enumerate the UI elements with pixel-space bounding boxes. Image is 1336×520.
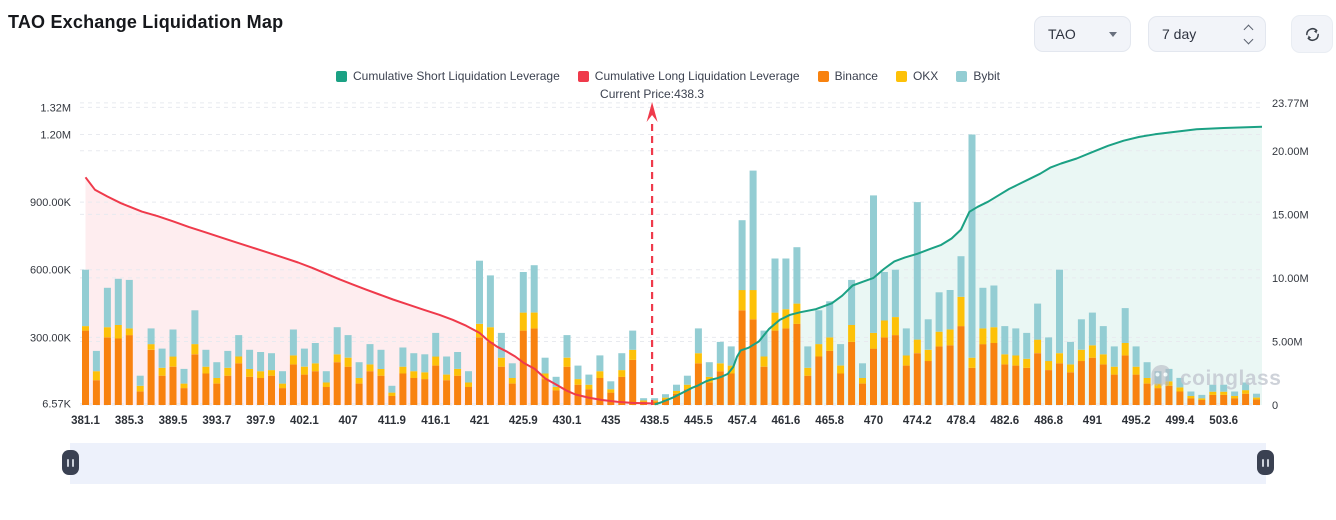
svg-text:393.7: 393.7	[202, 415, 231, 427]
svg-text:381.1: 381.1	[71, 415, 100, 427]
svg-text:478.4: 478.4	[947, 415, 976, 427]
legend-item-bybit[interactable]: Bybit	[956, 69, 1000, 83]
symbol-select-value: TAO	[1048, 26, 1076, 42]
legend-swatch-binance-icon	[817, 70, 829, 82]
symbol-select[interactable]: TAO	[1034, 16, 1131, 52]
svg-text:6.57K: 6.57K	[42, 399, 71, 411]
legend-swatch-bybit-icon	[956, 70, 968, 82]
legend-item-okx[interactable]: OKX	[895, 69, 939, 83]
spinner-chevrons-icon	[1243, 24, 1254, 44]
legend-swatch-okx-icon	[895, 70, 907, 82]
svg-text:411.9: 411.9	[378, 415, 406, 427]
svg-text:385.3: 385.3	[115, 415, 144, 427]
legend-swatch-short-icon	[335, 70, 347, 82]
svg-text:465.8: 465.8	[815, 415, 844, 427]
svg-text:445.5: 445.5	[684, 415, 713, 427]
svg-text:10.00M: 10.00M	[1272, 273, 1309, 285]
svg-text:499.4: 499.4	[1166, 415, 1195, 427]
legend-item-cumulative-short[interactable]: Cumulative Short Liquidation Leverage	[335, 69, 560, 83]
svg-text:5.00M: 5.00M	[1272, 337, 1303, 349]
svg-text:425.9: 425.9	[509, 415, 538, 427]
svg-text:491: 491	[1083, 415, 1103, 427]
svg-text:421: 421	[470, 415, 490, 427]
svg-text:300.00K: 300.00K	[30, 332, 72, 344]
legend-swatch-long-icon	[577, 70, 589, 82]
svg-text:407: 407	[339, 415, 358, 427]
slider-handle-left[interactable]	[62, 450, 79, 475]
legend-item-binance[interactable]: Binance	[817, 69, 878, 83]
legend-label: Cumulative Short Liquidation Leverage	[352, 69, 560, 83]
svg-text:474.2: 474.2	[903, 415, 932, 427]
svg-text:486.8: 486.8	[1034, 415, 1063, 427]
svg-text:461.6: 461.6	[772, 415, 801, 427]
range-slider-track[interactable]	[70, 443, 1266, 484]
svg-text:435: 435	[601, 415, 621, 427]
legend-label: Bybit	[973, 69, 1000, 83]
period-select-value: 7 day	[1162, 26, 1197, 42]
svg-text:1.32M: 1.32M	[40, 102, 71, 114]
slider-handle-right[interactable]	[1257, 450, 1274, 475]
refresh-icon	[1305, 27, 1319, 41]
legend-item-cumulative-long[interactable]: Cumulative Long Liquidation Leverage	[577, 69, 800, 83]
svg-text:20.00M: 20.00M	[1272, 146, 1309, 158]
svg-text:389.5: 389.5	[159, 415, 188, 427]
svg-text:430.1: 430.1	[553, 415, 582, 427]
svg-text:402.1: 402.1	[290, 415, 319, 427]
svg-text:438.5: 438.5	[640, 415, 669, 427]
legend-label: Cumulative Long Liquidation Leverage	[594, 69, 800, 83]
svg-text:503.6: 503.6	[1209, 415, 1238, 427]
svg-text:482.6: 482.6	[990, 415, 1019, 427]
svg-text:470: 470	[864, 415, 883, 427]
legend-label: Binance	[834, 69, 878, 83]
chevron-down-icon	[1109, 31, 1117, 37]
page-title: TAO Exchange Liquidation Map	[8, 12, 284, 32]
svg-text:397.9: 397.9	[246, 415, 275, 427]
svg-text:457.4: 457.4	[728, 415, 757, 427]
svg-text:0: 0	[1272, 400, 1278, 412]
current-price-label: Current Price:438.3	[600, 87, 705, 101]
svg-text:495.2: 495.2	[1122, 415, 1151, 427]
svg-text:23.77M: 23.77M	[1272, 98, 1309, 110]
svg-text:416.1: 416.1	[421, 415, 450, 427]
period-select[interactable]: 7 day	[1148, 16, 1266, 52]
legend-label: OKX	[912, 69, 939, 83]
svg-text:600.00K: 600.00K	[30, 265, 72, 277]
liquidation-map-chart[interactable]: 6.57K 300.00K 600.00K 900.00K 1.20M 1.32M 0 5.0…	[0, 0, 1336, 440]
svg-text:900.00K: 900.00K	[30, 197, 72, 209]
chart-legend: Cumulative Short Liquidation Leverage Cu…	[0, 69, 1336, 83]
svg-text:15.00M: 15.00M	[1272, 209, 1309, 221]
svg-text:1.20M: 1.20M	[40, 130, 71, 142]
refresh-button[interactable]	[1291, 15, 1333, 53]
